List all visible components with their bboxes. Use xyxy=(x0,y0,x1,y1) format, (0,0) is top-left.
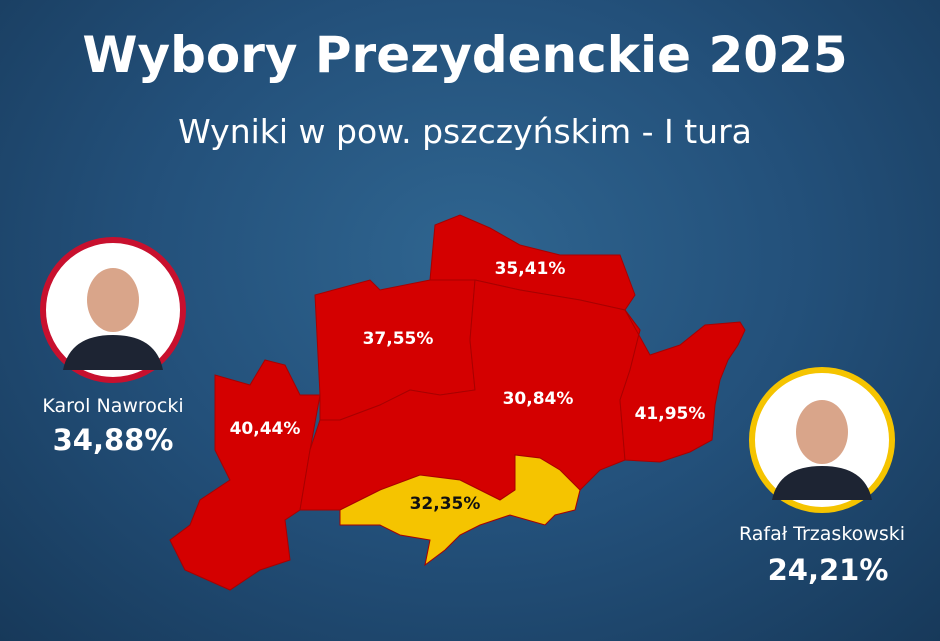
region-label: 30,84% xyxy=(503,389,574,409)
candidate-result: 24,21% xyxy=(768,553,889,587)
candidate-card: Karol Nawrocki 34,88% xyxy=(40,237,186,457)
portrait-suit xyxy=(772,466,872,500)
portrait-face xyxy=(796,400,848,464)
region xyxy=(619,309,746,463)
candidate-name: Rafał Trzaskowski xyxy=(739,523,905,545)
candidate-name: Karol Nawrocki xyxy=(42,395,183,417)
portrait-suit xyxy=(63,335,163,370)
subtitle: Wyniki w pow. pszczyńskim - I tura xyxy=(178,112,752,151)
region-label: 37,55% xyxy=(363,329,434,349)
region-label: 32,35% xyxy=(410,494,481,514)
candidate-card: Rafał Trzaskowski 24,21% xyxy=(739,367,905,587)
region xyxy=(339,454,581,567)
region-label: 41,95% xyxy=(635,404,706,424)
region xyxy=(169,359,321,591)
title: Wybory Prezydenckie 2025 xyxy=(82,26,847,84)
map: 40,44% 37,55% 35,41% 30,84% 41,95% 32,35… xyxy=(169,214,746,591)
region-label: 35,41% xyxy=(495,259,566,279)
portrait-face xyxy=(87,268,139,332)
candidate-result: 34,88% xyxy=(53,423,174,457)
region-label: 40,44% xyxy=(230,419,301,439)
